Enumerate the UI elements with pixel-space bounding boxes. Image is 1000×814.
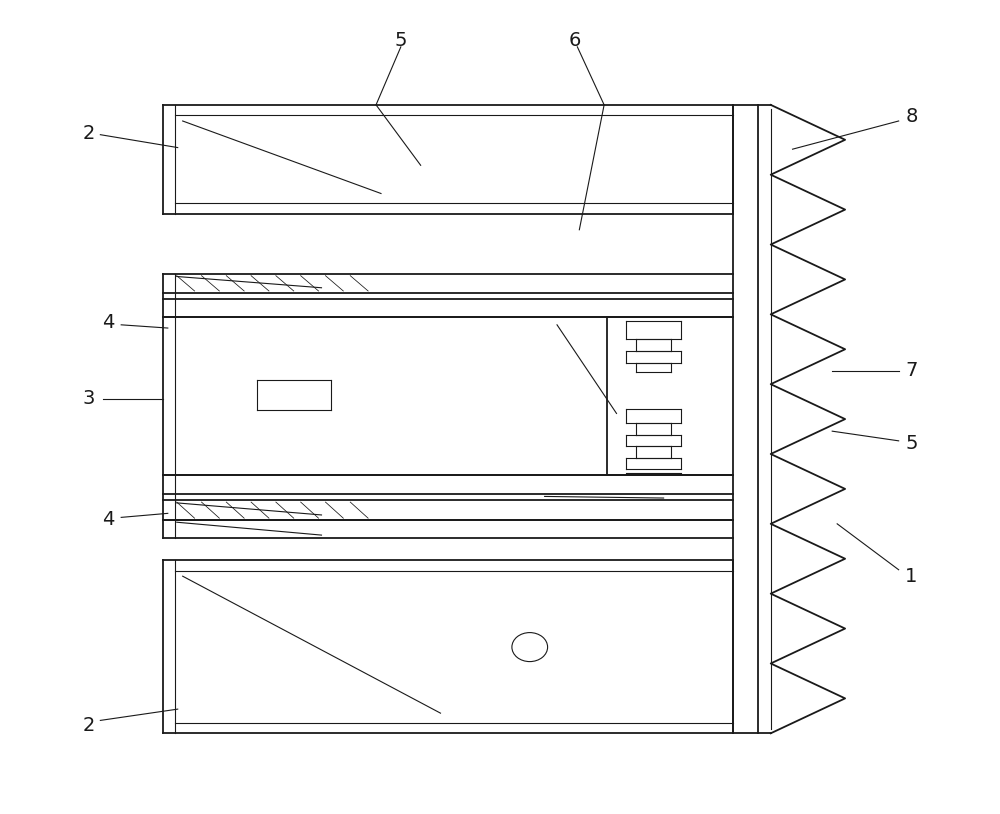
Text: 7: 7	[905, 361, 918, 380]
Text: 3: 3	[82, 389, 95, 409]
Text: 6: 6	[568, 31, 581, 50]
Text: 4: 4	[102, 313, 114, 332]
Text: 4: 4	[102, 510, 114, 529]
Text: 2: 2	[82, 124, 95, 142]
Text: 5: 5	[905, 434, 918, 453]
Text: 2: 2	[82, 716, 95, 735]
Text: 1: 1	[905, 567, 918, 586]
Text: 5: 5	[395, 31, 407, 50]
Text: 8: 8	[905, 107, 918, 126]
